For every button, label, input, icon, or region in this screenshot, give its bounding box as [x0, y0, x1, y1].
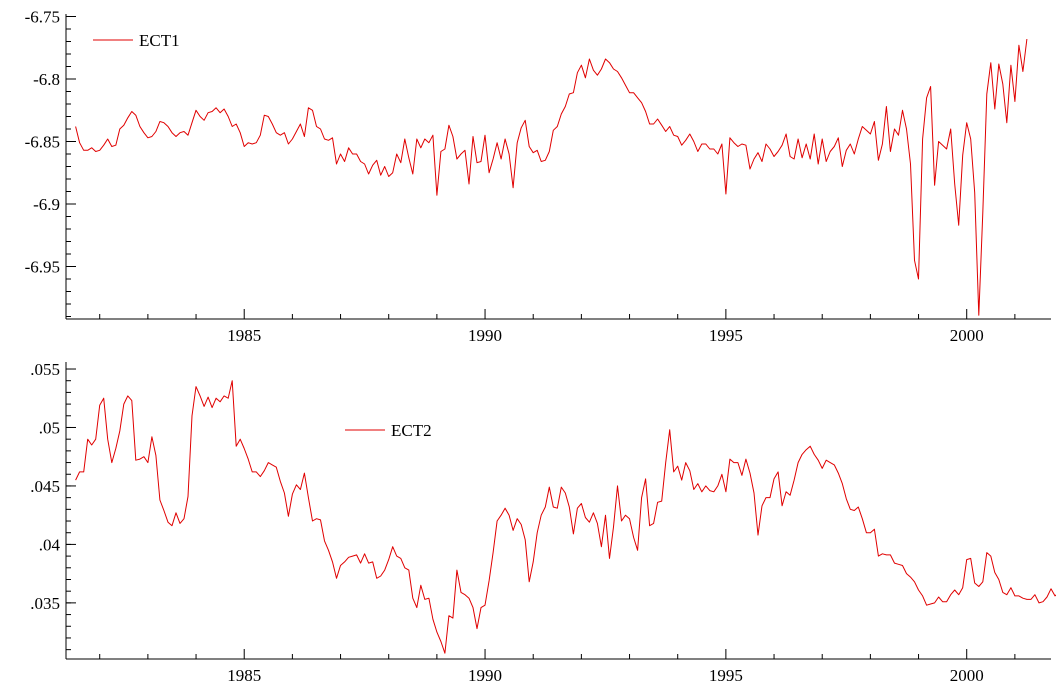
legend-label: ECT1 — [139, 31, 180, 50]
legend-label: ECT2 — [391, 421, 432, 440]
y-tick-label: -6.75 — [25, 8, 60, 27]
x-tick-label: 1990 — [468, 666, 502, 685]
y-tick-label: -6.95 — [25, 258, 60, 277]
x-tick-label: 1995 — [709, 326, 743, 345]
x-tick-label: 1985 — [227, 666, 261, 685]
y-tick-label: .055 — [30, 360, 60, 379]
x-tick-label: 1990 — [468, 326, 502, 345]
y-tick-label: -6.9 — [33, 195, 60, 214]
y-tick-label: .035 — [30, 594, 60, 613]
x-tick-label: 2000 — [950, 666, 984, 685]
y-tick-label: -6.8 — [33, 70, 60, 89]
series-line-ect2 — [75, 380, 1056, 654]
chart-panel-ect2: .055 .05 .045 .04 .035 1985 1990 1995 2000 ECT2 — [30, 360, 1056, 685]
x-tick-label: 2000 — [950, 326, 984, 345]
x-tick-label: 1985 — [227, 326, 261, 345]
series-line-ect1 — [75, 38, 1028, 316]
y-tick-label: -6.85 — [25, 133, 60, 152]
y-tick-label: .045 — [30, 477, 60, 496]
x-tick-label: 1995 — [709, 666, 743, 685]
y-tick-label: .04 — [39, 535, 61, 554]
y-tick-label: .05 — [39, 418, 60, 437]
chart-panel-ect1: -6.75 -6.8 -6.85 -6.9 -6.95 1985 1990 1995 2000 E… — [25, 8, 1051, 345]
